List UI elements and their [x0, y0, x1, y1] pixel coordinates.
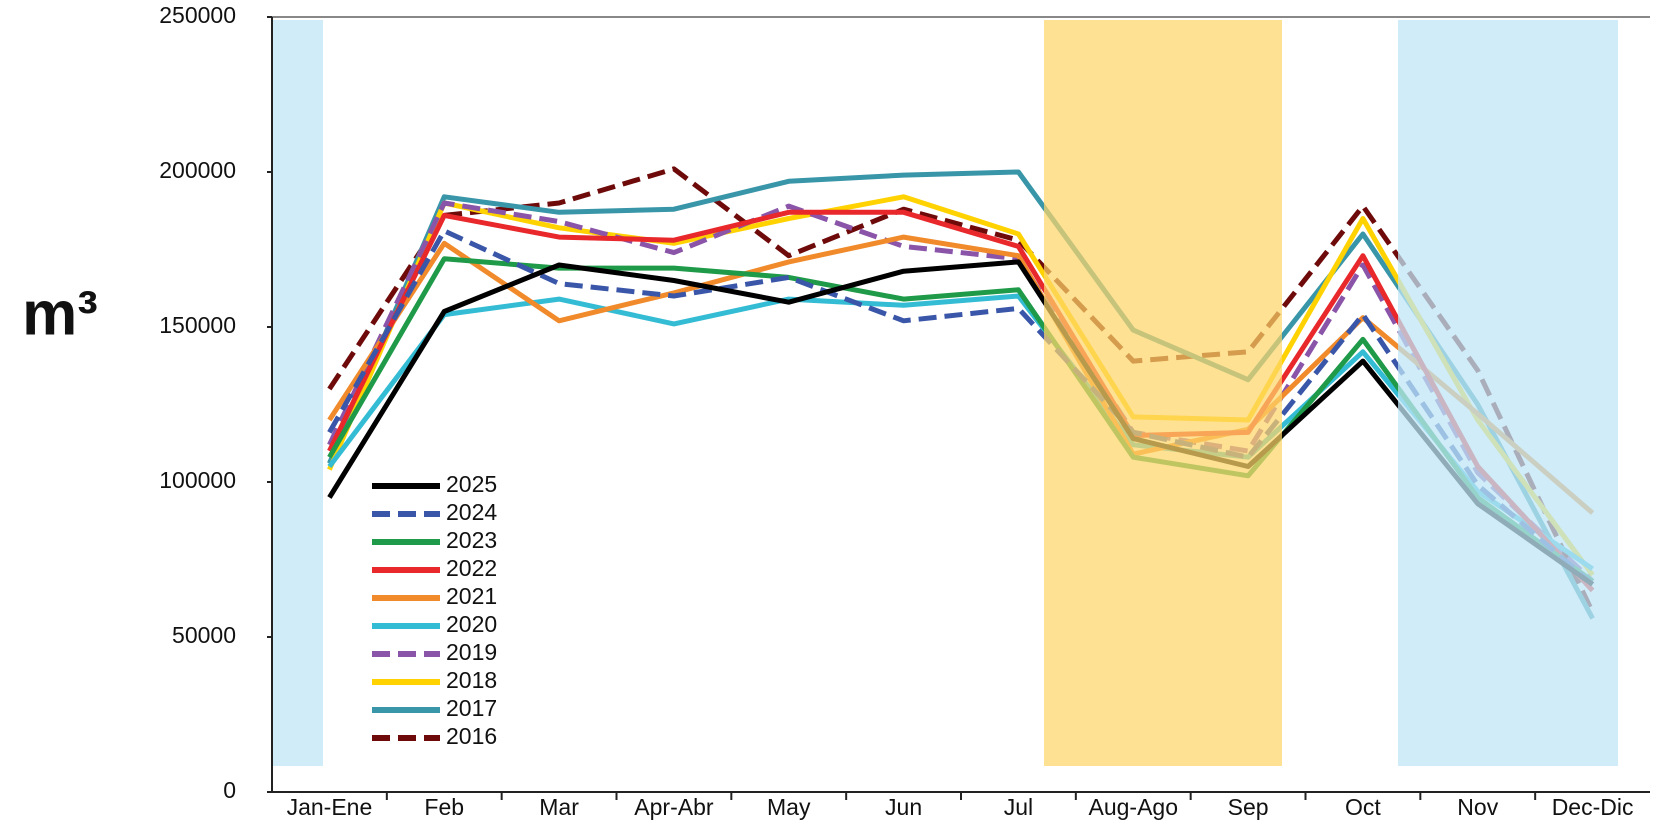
x-tick-label: Jul	[1004, 794, 1033, 820]
x-tick-label: Nov	[1457, 794, 1498, 820]
y-tick-label: 150000	[159, 312, 236, 338]
legend-label: 2025	[446, 471, 497, 497]
y-tick-label: 50000	[172, 622, 236, 648]
series-line	[327, 256, 1595, 584]
legend-label: 2016	[446, 723, 497, 749]
season-band	[1398, 20, 1618, 766]
x-tick-label: Sep	[1228, 794, 1269, 820]
series-line	[327, 228, 1595, 587]
x-tick-label: Aug-Ago	[1088, 794, 1178, 820]
y-tick-label: 200000	[159, 157, 236, 183]
legend-label: 2017	[446, 695, 497, 721]
season-band	[272, 20, 323, 766]
x-tick-label: Jan-Ene	[287, 794, 373, 820]
y-tick-label: 0	[223, 777, 236, 803]
legend-label: 2019	[446, 639, 497, 665]
series-line	[327, 166, 1595, 614]
x-tick-label: Apr-Abr	[634, 794, 714, 820]
x-tick-label: May	[767, 794, 811, 820]
lines	[327, 166, 1595, 620]
legend-label: 2020	[446, 611, 497, 637]
series-line	[327, 200, 1595, 584]
x-tick-label: Mar	[539, 794, 579, 820]
x-tick-label: Feb	[424, 794, 464, 820]
legend-label: 2022	[446, 555, 497, 581]
y-tick-label: 250000	[159, 2, 236, 28]
y-tick-label: 100000	[159, 467, 236, 493]
legend-label: 2023	[446, 527, 497, 553]
legend-label: 2021	[446, 583, 497, 609]
legend-label: 2024	[446, 499, 497, 525]
series-line	[327, 169, 1595, 620]
legend-label: 2018	[446, 667, 497, 693]
x-tick-label: Jun	[885, 794, 922, 820]
series-line	[327, 209, 1595, 593]
y-axis-label: m³	[22, 279, 98, 348]
x-tick-label: Oct	[1345, 794, 1381, 820]
series-line	[327, 259, 1595, 587]
series-line	[327, 194, 1595, 577]
season-band	[1044, 20, 1282, 766]
series-line	[327, 234, 1595, 515]
series-line	[327, 293, 1594, 571]
x-tick-label: Dec-Dic	[1552, 794, 1634, 820]
